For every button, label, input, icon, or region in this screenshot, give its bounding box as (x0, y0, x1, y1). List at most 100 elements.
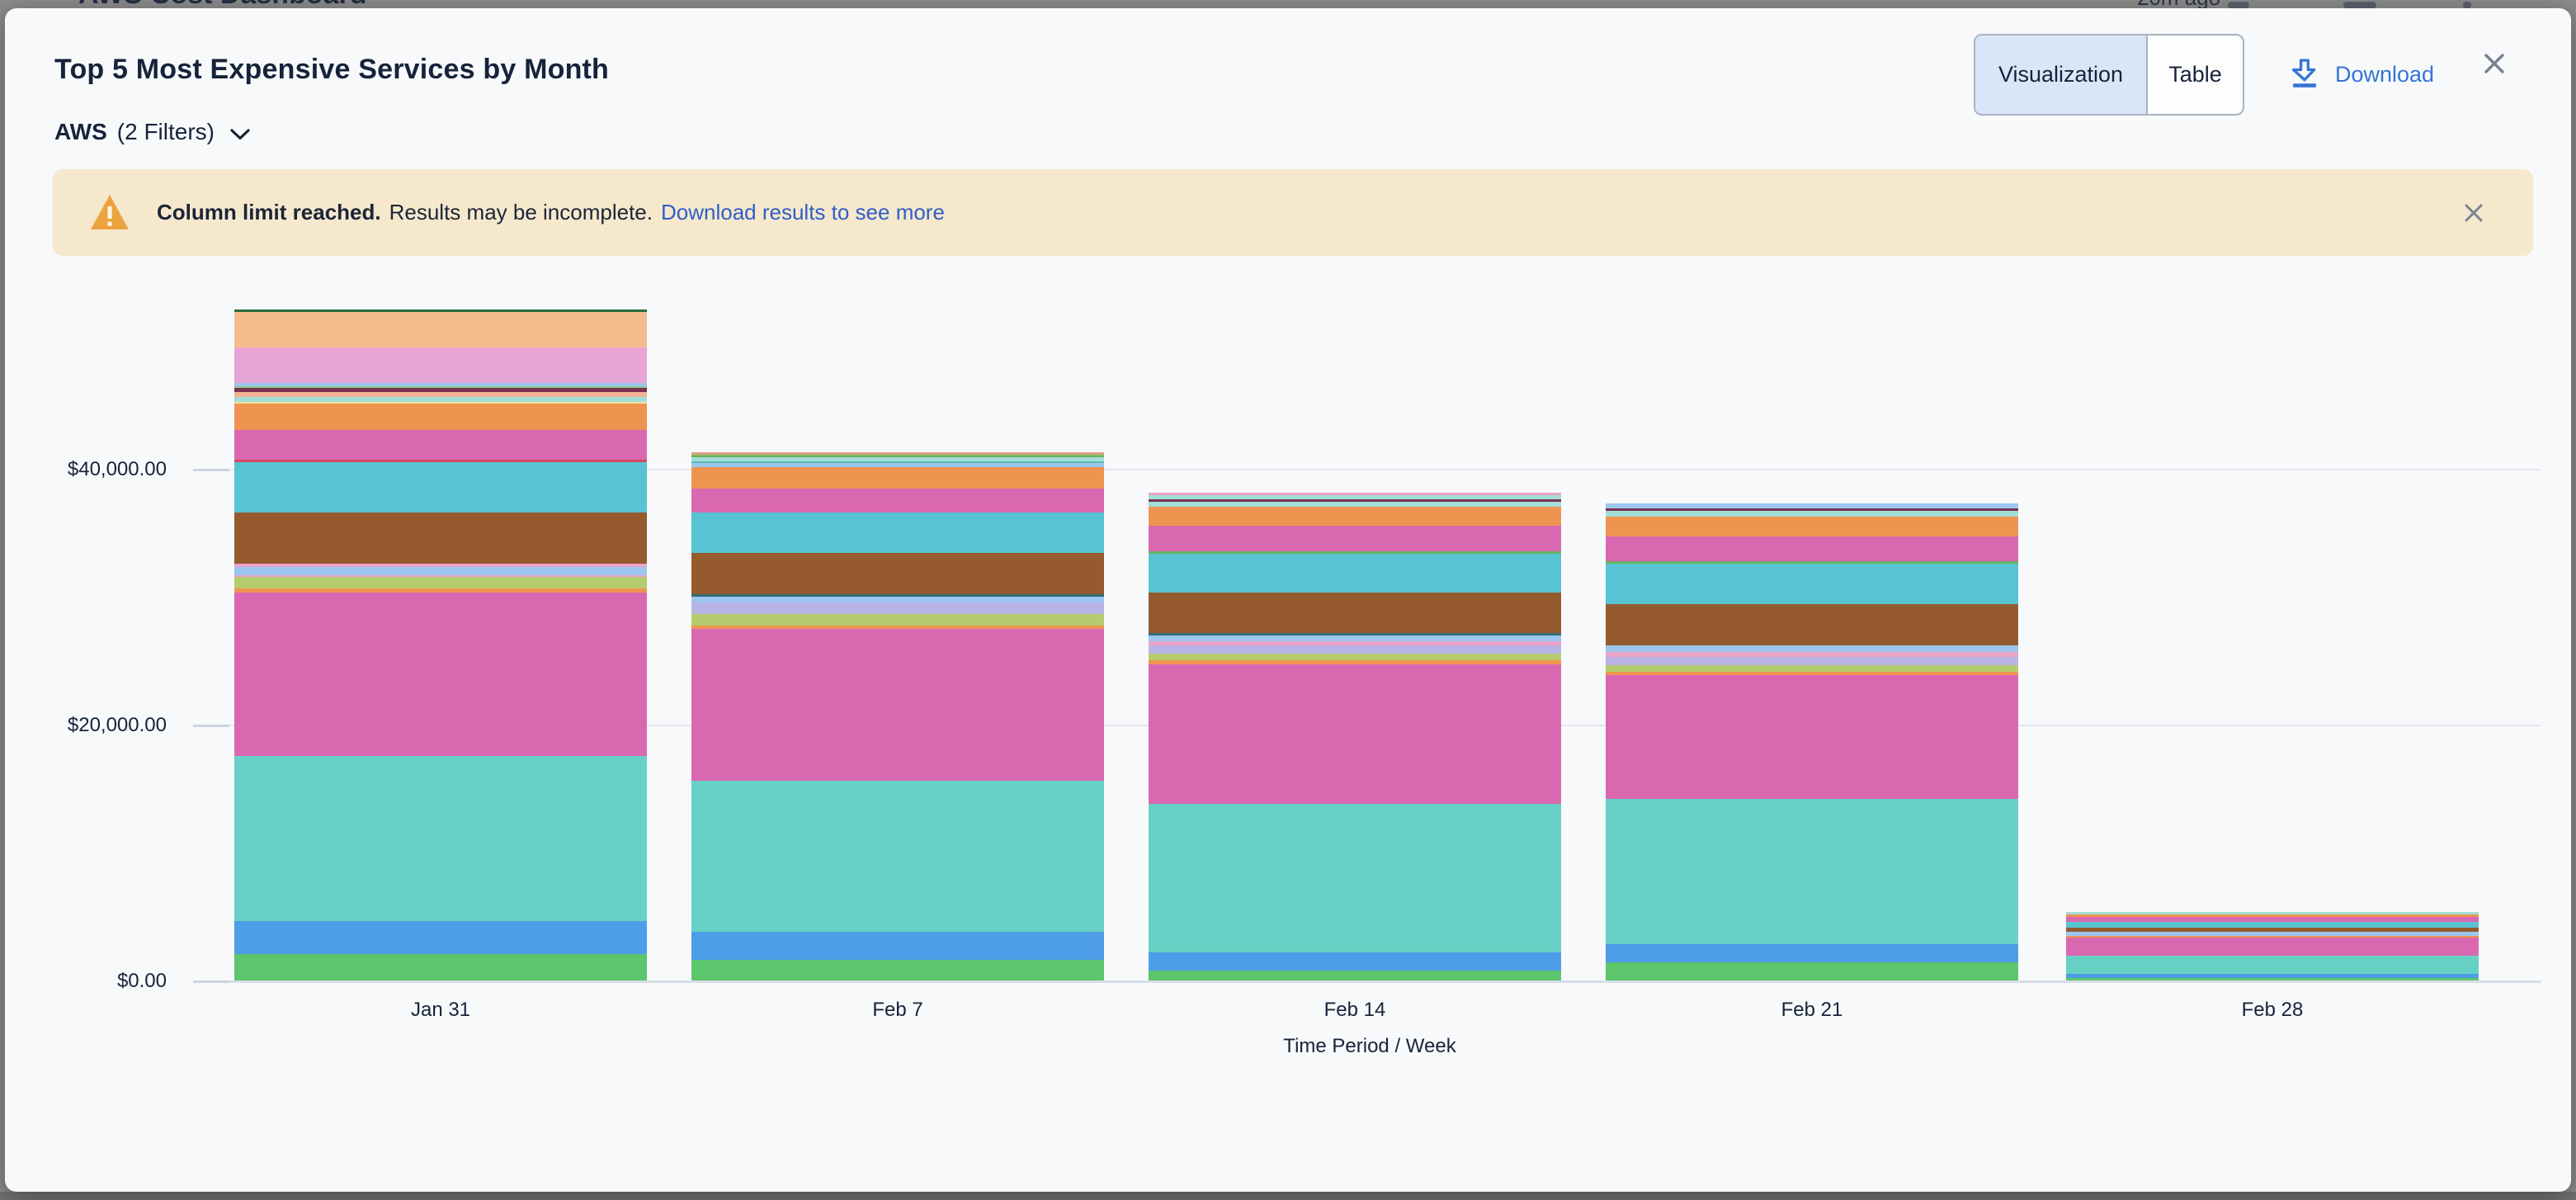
stacked-bar-feb-14[interactable] (1149, 493, 1561, 980)
bar-segment-pink[interactable] (1606, 536, 2018, 562)
bar-segment-lightBlue[interactable] (234, 383, 647, 387)
bar-segment-cyan[interactable] (234, 462, 647, 513)
bar-segment-lightBlue[interactable] (1149, 635, 1561, 642)
bar-segment-green[interactable] (1149, 971, 1561, 980)
bar-segment-lightBlue[interactable] (2066, 932, 2479, 937)
bar-segment-brown[interactable] (1606, 604, 2018, 646)
bar-segment-pink[interactable] (1149, 664, 1561, 805)
bar-segment-lightBlue[interactable] (691, 596, 1104, 602)
bar-segment-maroon[interactable] (1606, 508, 2018, 512)
bar-segment-blue[interactable] (234, 921, 647, 955)
bar-segment-salmonLine[interactable] (691, 452, 1104, 455)
bar-segment-cyan[interactable] (2066, 922, 2479, 928)
tab-visualization[interactable]: Visualization (1975, 35, 2146, 114)
bar-segment-pink[interactable] (234, 430, 647, 461)
bar-segment-blue[interactable] (1606, 944, 2018, 962)
bar-segment-paleTeal[interactable] (1606, 511, 2018, 517)
bar-segment-orange[interactable] (2066, 914, 2479, 918)
bar-segment-blue[interactable] (2066, 974, 2479, 978)
bar-segment-green[interactable] (2066, 977, 2479, 980)
bar-segment-paleTeal[interactable] (2066, 912, 2479, 915)
bar-segment-blue[interactable] (1149, 952, 1561, 971)
bar-segment-pink[interactable] (1606, 675, 2018, 799)
bar-segment-darkGreen[interactable] (234, 309, 647, 313)
bar-segment-pinkThin[interactable] (1149, 493, 1561, 496)
filter-dropdown[interactable]: AWS (2 Filters) (54, 117, 251, 147)
stacked-bar-feb-28[interactable] (2066, 912, 2479, 980)
bar-segment-greenLine[interactable] (1606, 561, 2018, 565)
bar-segment-pink[interactable] (691, 629, 1104, 781)
close-icon[interactable] (2480, 50, 2508, 78)
bar-segment-pink[interactable] (2066, 938, 2479, 957)
bar-segment-darkTeal[interactable] (1149, 633, 1561, 636)
bar-segment-pinkThin[interactable] (1606, 652, 2018, 658)
tab-table[interactable]: Table (2146, 35, 2243, 114)
bar-segment-orange[interactable] (691, 467, 1104, 489)
bar-segment-brown[interactable] (234, 513, 647, 565)
bar-segment-tealLine[interactable] (691, 461, 1104, 464)
bar-segment-teal[interactable] (691, 780, 1104, 932)
bar-segment-greenLine[interactable] (1149, 551, 1561, 555)
bar-segment-lightBlue[interactable] (1606, 645, 2018, 653)
bar-segment-teal[interactable] (1606, 799, 2018, 944)
bar-segment-orange[interactable] (691, 625, 1104, 629)
bar-segment-brown[interactable] (2066, 928, 2479, 933)
bar-segment-salmonPeach[interactable] (234, 392, 647, 398)
bar-segment-lightBlue[interactable] (691, 463, 1104, 468)
bar-segment-brown[interactable] (691, 552, 1104, 594)
bar-segment-darkTeal[interactable] (691, 593, 1104, 597)
bar-segment-olive[interactable] (691, 454, 1104, 456)
bar-segment-teal[interactable] (1149, 804, 1561, 952)
bar-segment-cyan[interactable] (691, 513, 1104, 553)
bar-segment-yellowGreen[interactable] (234, 577, 647, 589)
bar-segment-orange[interactable] (1149, 507, 1561, 527)
bar-segment-pinkThin[interactable] (1149, 641, 1561, 646)
bar-segment-green[interactable] (234, 954, 647, 980)
bar-segment-yellowGreen[interactable] (691, 613, 1104, 626)
bar-segment-yellowGreen[interactable] (1606, 665, 2018, 673)
bar-segment-yellowGreen[interactable] (1149, 654, 1561, 661)
bar-segment-pink[interactable] (1149, 526, 1561, 552)
stacked-bar-jan-31[interactable] (234, 309, 647, 980)
bar-segment-lavender[interactable] (1149, 645, 1561, 654)
bar-segment-teal[interactable] (234, 756, 647, 922)
bar-segment-orange[interactable] (1149, 660, 1561, 665)
bar-segment-green[interactable] (691, 959, 1104, 980)
bar-segment-paleTeal[interactable] (1149, 502, 1561, 508)
bar-segment-brown[interactable] (1149, 593, 1561, 634)
bar-segment-paleTeal[interactable] (234, 397, 647, 403)
bar-segment-lightBlue[interactable] (234, 567, 647, 576)
download-button[interactable]: Download (2287, 51, 2434, 97)
bar-segment-cyan[interactable] (1606, 564, 2018, 605)
download-results-link[interactable]: Download results to see more (660, 200, 945, 224)
bar-segment-plum[interactable] (234, 347, 647, 384)
bar-segment-green[interactable] (1606, 962, 2018, 980)
stacked-bar-feb-7[interactable] (691, 452, 1104, 980)
stacked-bar-feb-21[interactable] (1606, 503, 2018, 980)
bar-segment-paleYellow[interactable] (234, 402, 647, 404)
bar-segment-peach[interactable] (234, 312, 647, 348)
bar-segment-lightGreen[interactable] (234, 386, 647, 389)
bar-segment-orange[interactable] (234, 404, 647, 431)
bar-segment-pink[interactable] (691, 489, 1104, 513)
bar-segment-lavender[interactable] (691, 602, 1104, 614)
bar-segment-cyan[interactable] (1149, 554, 1561, 593)
banner-close-icon[interactable] (2462, 201, 2485, 224)
bar-segment-pink[interactable] (234, 593, 647, 757)
bar-segment-paleTeal[interactable] (691, 457, 1104, 462)
bar-segment-teal[interactable] (2066, 956, 2479, 975)
bar-segment-pinkThin[interactable] (234, 575, 647, 578)
bar-segment-orange[interactable] (2066, 936, 2479, 938)
bar-segment-lavender[interactable] (1606, 657, 2018, 666)
bar-segment-lightBlue[interactable] (1606, 503, 2018, 509)
bar-segment-greenLine[interactable] (691, 456, 1104, 458)
bar-segment-blue[interactable] (691, 931, 1104, 960)
bar-segment-orange[interactable] (1606, 672, 2018, 676)
bar-segment-crimson[interactable] (234, 460, 647, 463)
bar-segment-pinkThin[interactable] (234, 564, 647, 568)
bar-segment-pink[interactable] (2066, 917, 2479, 923)
bar-segment-orange[interactable] (234, 588, 647, 593)
bar-segment-maroon[interactable] (1149, 499, 1561, 503)
bar-segment-paleTeal[interactable] (1149, 495, 1561, 500)
bar-segment-orange[interactable] (1606, 517, 2018, 537)
